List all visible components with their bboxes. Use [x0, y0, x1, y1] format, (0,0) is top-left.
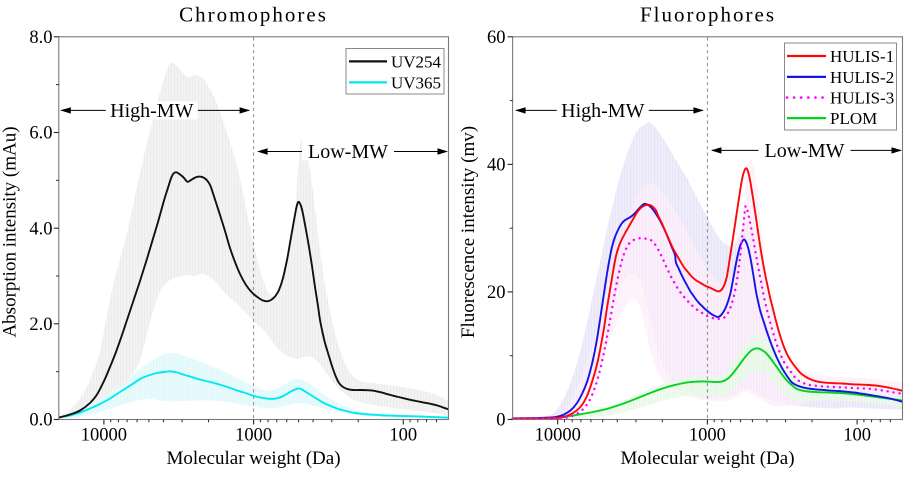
svg-text:Molecular weight (Da): Molecular weight (Da) — [166, 448, 340, 469]
svg-text:Low-MW: Low-MW — [765, 140, 845, 162]
svg-text:1000: 1000 — [235, 426, 272, 446]
svg-text:1000: 1000 — [689, 426, 726, 446]
svg-text:Chromophores: Chromophores — [179, 3, 328, 27]
svg-text:HULIS-3: HULIS-3 — [830, 89, 894, 108]
svg-text:HULIS-2: HULIS-2 — [830, 68, 894, 87]
svg-text:Fluorophores: Fluorophores — [640, 3, 776, 27]
svg-text:8.0: 8.0 — [29, 28, 52, 48]
svg-text:Molecular weight (Da): Molecular weight (Da) — [620, 448, 794, 469]
svg-text:100: 100 — [843, 426, 871, 446]
svg-text:10000: 10000 — [535, 426, 581, 446]
svg-text:High-MW: High-MW — [561, 100, 644, 122]
svg-text:0.0: 0.0 — [29, 411, 52, 431]
svg-text:UV365: UV365 — [391, 74, 441, 93]
svg-text:20: 20 — [487, 283, 506, 303]
svg-text:Fluorescence intensity (mv): Fluorescence intensity (mv) — [458, 126, 479, 338]
svg-text:Absorption intensity (mAu): Absorption intensity (mAu) — [0, 126, 21, 337]
svg-text:UV254: UV254 — [391, 53, 442, 72]
svg-text:HULIS-1: HULIS-1 — [830, 47, 894, 66]
svg-text:PLOM: PLOM — [830, 109, 877, 128]
svg-text:2.0: 2.0 — [29, 315, 52, 335]
svg-text:Low-MW: Low-MW — [308, 141, 388, 163]
svg-text:40: 40 — [487, 156, 506, 176]
svg-text:High-MW: High-MW — [110, 100, 193, 122]
svg-text:4.0: 4.0 — [29, 219, 52, 239]
svg-text:0: 0 — [496, 411, 505, 431]
svg-text:6.0: 6.0 — [29, 124, 52, 144]
svg-text:60: 60 — [487, 28, 506, 48]
svg-text:10000: 10000 — [81, 426, 127, 446]
svg-text:100: 100 — [389, 426, 417, 446]
